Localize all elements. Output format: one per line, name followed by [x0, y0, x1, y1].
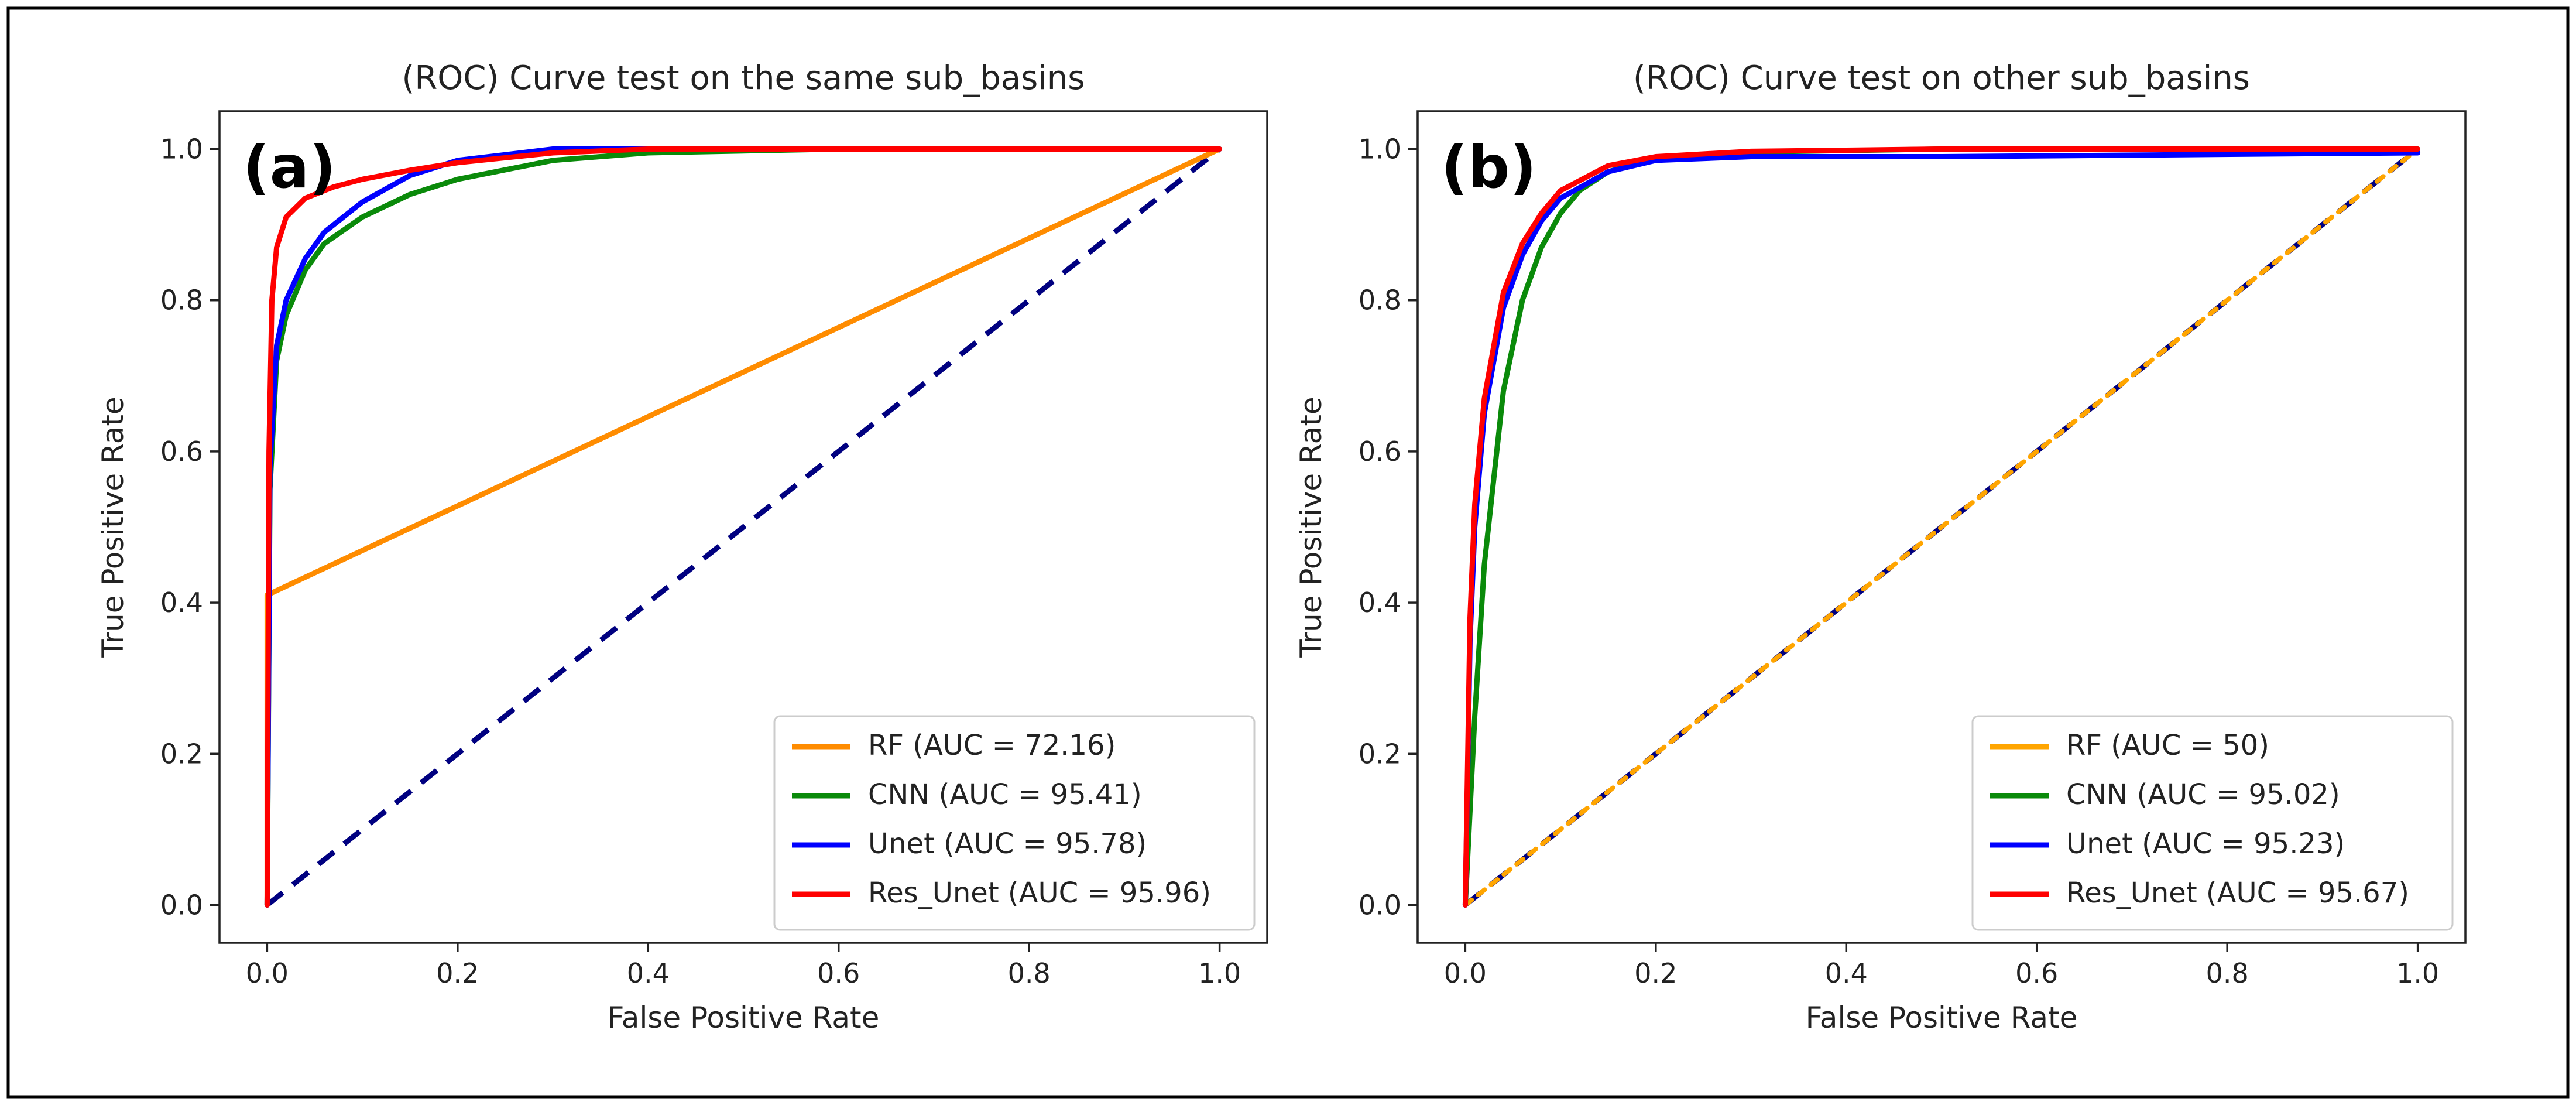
x-tick-label: 0.6 — [2015, 957, 2058, 989]
x-tick-label: 0.4 — [627, 957, 670, 989]
y-tick-label: 0.4 — [1359, 587, 1401, 618]
y-tick-label: 0.6 — [1359, 436, 1401, 467]
x-tick-label: 0.0 — [1444, 957, 1487, 989]
roc-line-res_unet — [1462, 146, 2421, 908]
x-tick-label: 0.2 — [1634, 957, 1677, 989]
y-tick-label: 0.4 — [160, 587, 203, 618]
panel-label: (a) — [243, 133, 336, 201]
x-tick-label: 0.2 — [436, 957, 479, 989]
y-tick-label: 0.8 — [160, 285, 203, 316]
x-tick-label: 1.0 — [1198, 957, 1241, 989]
series-group — [264, 146, 1223, 908]
x-axis-label: False Positive Rate — [608, 1001, 880, 1035]
chart-title: (ROC) Curve test on the same sub_basins — [402, 59, 1085, 97]
diagonal-reference-line — [265, 146, 1222, 908]
roc-line-res_unet — [264, 146, 1223, 908]
y-axis-label: True Positive Rate — [96, 396, 130, 658]
chart-title: (ROC) Curve test on other sub_basins — [1633, 59, 2250, 97]
y-tick-label: 0.0 — [160, 889, 203, 921]
chart-panel-b: (ROC) Curve test on other sub_basins 0.0 0… — [1294, 59, 2467, 1035]
y-tick-label: 1.0 — [1359, 134, 1401, 165]
y-axis-label: True Positive Rate — [1294, 396, 1328, 658]
legend-entry: Res_Unet (AUC = 95.67) — [2066, 877, 2409, 909]
x-axis-label: False Positive Rate — [1806, 1001, 2078, 1035]
x-tick-label: 0.4 — [1825, 957, 1868, 989]
x-tick-label: 0.8 — [2206, 957, 2249, 989]
legend: RF (AUC = 50) CNN (AUC = 95.02) Unet (AUC … — [1971, 715, 2454, 931]
x-tick-label: 0.0 — [246, 957, 289, 989]
y-tick-label: 0.0 — [1359, 889, 1401, 921]
legend-box — [773, 715, 1256, 931]
x-tick-label: 0.6 — [817, 957, 860, 989]
x-tick-label: 0.8 — [1008, 957, 1051, 989]
x-tick-label: 1.0 — [2396, 957, 2439, 989]
legend: RF (AUC = 72.16) CNN (AUC = 95.41) Unet (A… — [773, 715, 1256, 931]
legend-entry: RF (AUC = 50) — [2066, 729, 2269, 762]
plot-frame — [218, 110, 1268, 944]
legend-entry: CNN (AUC = 95.41) — [868, 778, 1142, 811]
chart-panel-a: (ROC) Curve test on the same sub_basins 0… — [96, 59, 1268, 1035]
panel-label: (b) — [1441, 133, 1536, 201]
y-tick-label: 1.0 — [160, 134, 203, 165]
legend-entry: CNN (AUC = 95.02) — [2066, 778, 2340, 811]
y-tick-label: 0.2 — [1359, 738, 1401, 769]
y-tick-label: 0.8 — [1359, 285, 1401, 316]
legend-box — [1971, 715, 2454, 931]
legend-entry: Unet (AUC = 95.78) — [868, 827, 1147, 860]
legend-entry: Res_Unet (AUC = 95.96) — [868, 877, 1211, 909]
y-tick-label: 0.6 — [160, 436, 203, 467]
legend-entry: Unet (AUC = 95.23) — [2066, 827, 2345, 860]
y-tick-label: 0.2 — [160, 738, 203, 769]
roc-line-rf — [1463, 146, 2420, 908]
series-group — [1462, 146, 2421, 908]
legend-entry: RF (AUC = 72.16) — [868, 729, 1116, 762]
plot-frame — [1416, 110, 2467, 944]
